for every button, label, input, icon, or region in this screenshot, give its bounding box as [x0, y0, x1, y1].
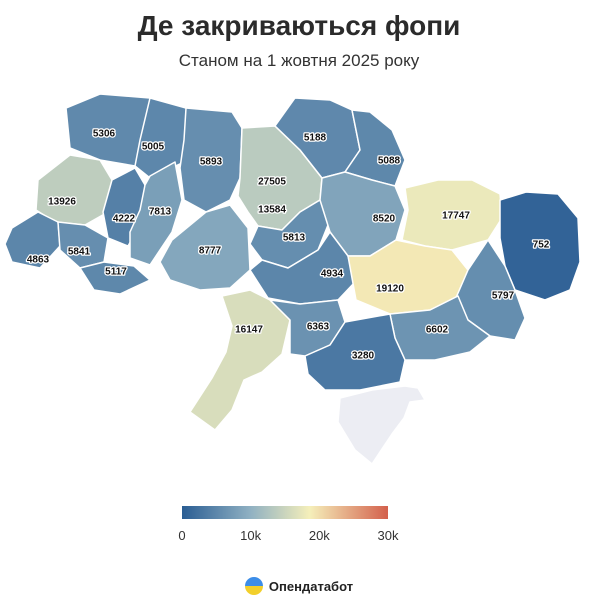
region-value-luhansk: 752: [533, 240, 550, 251]
region-value-ternopil: 4222: [113, 214, 136, 225]
brand-name: Опендатабот: [268, 578, 354, 594]
region-value-donetsk: 5797: [492, 291, 515, 302]
region-value-zakarpattia: 4863: [27, 255, 50, 266]
ukraine-map: 5306 5005 13926 4222 4863 5841 5117 7813 5893 877…: [4, 93, 581, 465]
region-value-poltava: 8520: [373, 214, 396, 225]
opendatabot-logo-icon: [244, 577, 263, 595]
region-value-zaporizhzhia: 6602: [426, 325, 449, 336]
region-value-dnipropetrovsk: 19120: [376, 284, 404, 295]
region-value-rivne: 5005: [142, 142, 165, 153]
region-value-vinnytsia: 8777: [199, 246, 222, 257]
region-crimea: [337, 385, 426, 465]
region-value-kirovohrad: 4934: [321, 269, 344, 280]
legend-tick-label: 0: [178, 528, 186, 543]
region-vinnytsia: [159, 204, 251, 291]
region-khmelnytskyi: [129, 161, 183, 266]
region-value-odesa: 16147: [235, 325, 263, 336]
region-zhytomyr: [179, 107, 243, 213]
region-lviv: [35, 154, 113, 226]
chart-title: Де закриваються фопи: [137, 10, 461, 41]
legend-tick-label: 30k: [377, 528, 399, 543]
region-value-cherkasy: 5813: [283, 233, 306, 244]
legend-gradient-bar: [182, 506, 388, 519]
region-value-ivano-frankivsk: 5841: [68, 247, 91, 258]
region-chernivtsi: [79, 261, 151, 295]
region-value-khmelnytskyi: 7813: [149, 207, 172, 218]
region-kherson: [304, 313, 406, 391]
region-luhansk: [499, 191, 581, 301]
region-zakarpattia: [4, 211, 61, 269]
region-ivano-frankivsk: [57, 221, 109, 269]
region-value-mykolaiv: 6363: [307, 322, 330, 333]
region-value-sumy: 5088: [378, 156, 401, 167]
region-value-zhytomyr: 5893: [200, 157, 223, 168]
region-value-chernihiv: 5188: [304, 133, 327, 144]
region-value-chernivtsi: 5117: [105, 267, 127, 278]
brand-footer: Опендатабот: [0, 577, 598, 595]
region-value-lviv: 13926: [48, 197, 76, 208]
region-value-kyiv-city: 27505: [258, 177, 286, 188]
region-cherkasy: [249, 199, 331, 269]
legend-tick-label: 20k: [308, 528, 330, 543]
chart-subtitle: Станом на 1 жовтня 2025 року: [178, 51, 420, 70]
legend-ticks: 0 10k 20k 30k: [178, 519, 398, 543]
region-odesa: [189, 289, 291, 431]
legend-tick-label: 10k: [240, 528, 262, 543]
region-value-kherson: 3280: [352, 351, 375, 362]
region-value-volyn: 5306: [93, 129, 116, 140]
region-value-kyiv-oblast: 13584: [258, 205, 286, 216]
region-value-kharkiv: 17747: [442, 211, 470, 222]
color-legend: 0 10k 20k 30k: [178, 506, 398, 543]
